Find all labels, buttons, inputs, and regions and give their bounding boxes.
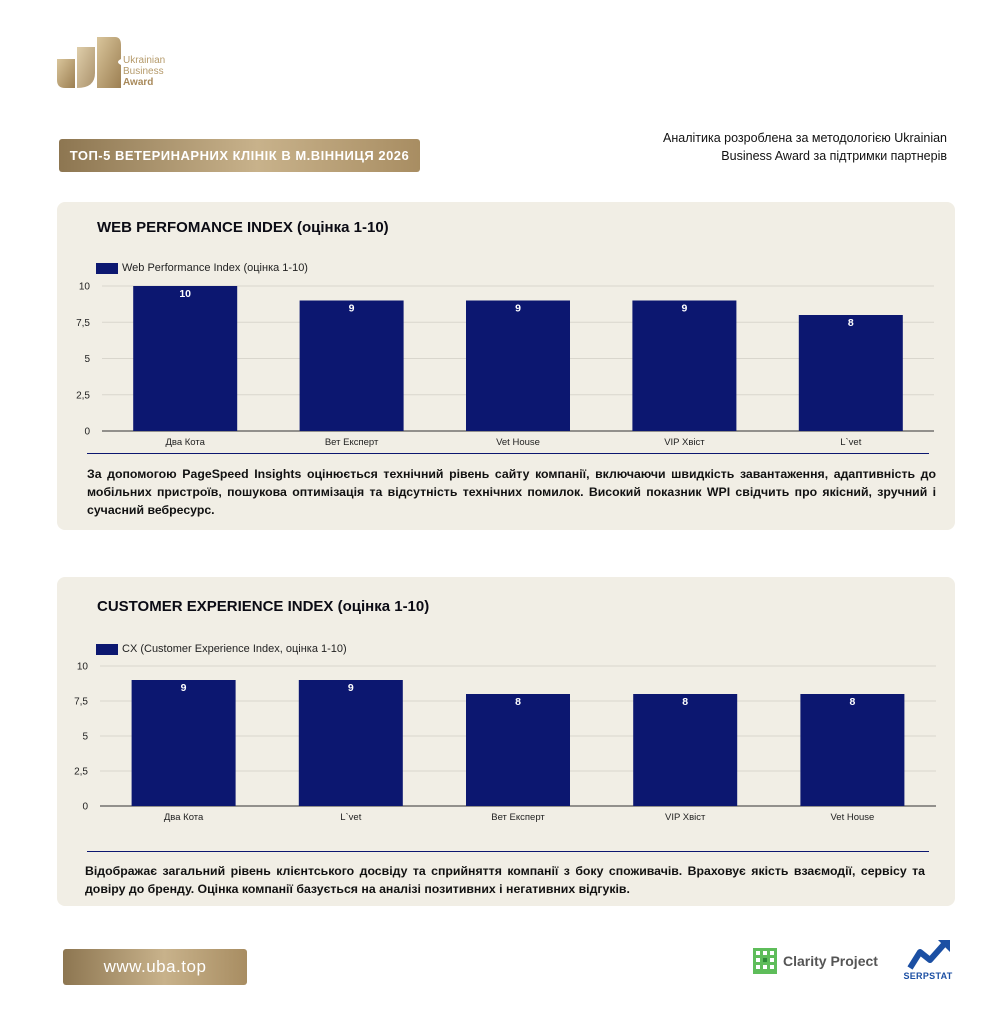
cx-card: CUSTOMER EXPERIENCE INDEX (оцінка 1-10) …	[57, 577, 955, 906]
serpstat-icon	[907, 940, 950, 970]
bar-data-label: 8	[515, 696, 521, 708]
bar-data-label: 8	[848, 317, 854, 329]
bar	[133, 286, 238, 431]
wpi-bar-chart: 0 2,5 5 7,5 10 10 Два Кота 9 Вет Експерт 9 Vet Hou…	[76, 282, 934, 448]
clarity-project-label: Clarity Project	[783, 953, 878, 969]
bar	[632, 300, 737, 431]
y-tick-label: 7,5	[74, 697, 88, 708]
bar-data-label: 9	[348, 682, 354, 694]
bar	[466, 300, 570, 431]
x-tick-label: L`vet	[340, 812, 361, 823]
serpstat-logo: SERPSTAT	[898, 938, 958, 984]
x-tick-label: Два Кота	[164, 812, 204, 823]
y-tick-label: 0	[82, 802, 88, 813]
cx-chart-title: CUSTOMER EXPERIENCE INDEX (оцінка 1-10)	[97, 598, 430, 615]
logo-text: Ukrainian Business Award	[123, 55, 166, 88]
page-title: ТОП-5 ВЕТЕРИНАРНИХ КЛІНІК В М.ВІННИЦЯ 20…	[59, 139, 420, 172]
y-tick-label: 0	[84, 427, 90, 438]
x-tick-label: Вет Експерт	[491, 812, 545, 823]
y-tick-label: 5	[82, 732, 88, 743]
serpstat-label: SERPSTAT	[903, 971, 953, 981]
x-tick-label: VIP Хвіст	[665, 812, 706, 823]
legend-swatch	[96, 262, 118, 274]
x-tick-label: Вет Експерт	[325, 437, 379, 448]
bar	[131, 680, 236, 806]
x-tick-label: Vet House	[830, 812, 874, 823]
cx-legend: CX (Customer Experience Index, оцінка 1-…	[96, 643, 347, 655]
bar	[466, 694, 570, 806]
y-tick-label: 2,5	[74, 767, 88, 778]
y-tick-label: 5	[84, 354, 90, 365]
wpi-description: За допомогою PageSpeed Insights оцінюєть…	[87, 467, 936, 517]
bar	[798, 315, 903, 431]
wpi-card: WEB PERFOMANCE INDEX (оцінка 1-10) Web P…	[57, 202, 955, 530]
wpi-chart-title: WEB PERFOMANCE INDEX (оцінка 1-10)	[97, 219, 389, 236]
methodology-note: Аналітика розроблена за методологією Ukr…	[663, 131, 947, 163]
y-tick-label: 7,5	[76, 318, 90, 329]
x-tick-label: L`vet	[840, 437, 861, 448]
bar-data-label: 9	[349, 303, 355, 315]
bar	[298, 680, 403, 806]
bar-data-label: 9	[181, 682, 187, 694]
divider	[87, 453, 929, 454]
cx-bar-chart: 0 2,5 5 7,5 10 9 Два Кота 9 L`vet 8 Вет Експерт 8 VI…	[74, 662, 936, 823]
legend-label: CX (Customer Experience Index, оцінка 1-…	[122, 643, 347, 655]
x-tick-label: Два Кота	[165, 437, 205, 448]
legend-label: Web Performance Index (оцінка 1-10)	[122, 262, 308, 274]
cx-description: Відображає загальний рівень клієнтського…	[85, 864, 925, 896]
y-tick-label: 10	[79, 282, 91, 293]
bar-data-label: 9	[515, 303, 521, 315]
x-tick-label: VIP Хвіст	[664, 437, 705, 448]
x-tick-label: Vet House	[496, 437, 540, 448]
bar-data-label: 8	[849, 696, 855, 708]
y-tick-label: 10	[77, 662, 89, 673]
divider	[87, 851, 929, 852]
ukrainian-business-award-logo	[57, 37, 121, 88]
clarity-icon	[753, 948, 777, 974]
wpi-legend: Web Performance Index (оцінка 1-10)	[96, 262, 308, 274]
bar	[800, 694, 905, 806]
bar	[633, 694, 738, 806]
clarity-project-logo: Clarity Project	[753, 948, 878, 974]
legend-swatch	[96, 643, 118, 655]
bar-data-label: 8	[682, 696, 688, 708]
bar-data-label: 9	[681, 303, 687, 315]
bar	[299, 300, 404, 431]
website-link[interactable]: www.uba.top	[63, 949, 247, 985]
y-tick-label: 2,5	[76, 390, 90, 401]
bar-data-label: 10	[179, 288, 191, 300]
